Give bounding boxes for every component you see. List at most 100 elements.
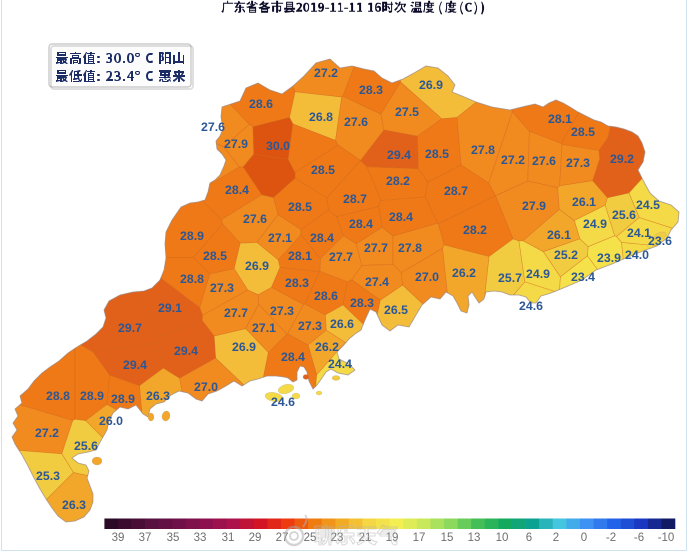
svg-text:29.4: 29.4: [387, 148, 411, 162]
svg-text:31: 31: [222, 532, 235, 544]
svg-text:35: 35: [167, 532, 180, 544]
svg-text:24.6: 24.6: [519, 299, 543, 313]
svg-text:27.1: 27.1: [252, 321, 276, 335]
svg-text:27.3: 27.3: [566, 156, 590, 170]
svg-text:28.5: 28.5: [311, 163, 335, 177]
svg-text:28.9: 28.9: [180, 229, 204, 243]
svg-text:37: 37: [139, 532, 152, 544]
svg-text:26.1: 26.1: [572, 195, 596, 209]
svg-text:28.8: 28.8: [46, 389, 70, 403]
svg-text:28.7: 28.7: [343, 192, 367, 206]
svg-text:29.2: 29.2: [610, 152, 634, 166]
svg-text:26.8: 26.8: [309, 110, 333, 124]
svg-text:30.0: 30.0: [266, 139, 290, 153]
svg-text:28.5: 28.5: [288, 200, 312, 214]
svg-text:25.3: 25.3: [36, 469, 60, 483]
svg-text:27.7: 27.7: [224, 306, 248, 320]
svg-text:29.7: 29.7: [118, 321, 142, 335]
svg-text:27.8: 27.8: [398, 241, 422, 255]
svg-text:26.2: 26.2: [315, 340, 339, 354]
svg-text:26.6: 26.6: [330, 317, 354, 331]
svg-text:25.6: 25.6: [612, 208, 636, 222]
svg-text:10: 10: [496, 532, 509, 544]
svg-text:33: 33: [194, 532, 207, 544]
svg-text:29: 29: [249, 532, 262, 544]
svg-text:25.6: 25.6: [74, 439, 98, 453]
svg-text:-2: -2: [606, 532, 616, 544]
svg-text:28.8: 28.8: [180, 272, 204, 286]
svg-text:27.4: 27.4: [365, 275, 389, 289]
svg-text:26.1: 26.1: [547, 228, 571, 242]
svg-text:23.6: 23.6: [648, 234, 672, 248]
svg-text:26.9: 26.9: [419, 78, 443, 92]
svg-text:26.9: 26.9: [232, 340, 256, 354]
svg-text:28.1: 28.1: [548, 112, 572, 126]
svg-text:6: 6: [526, 532, 532, 544]
svg-text:28.4: 28.4: [225, 183, 249, 197]
svg-text:2: 2: [553, 532, 559, 544]
svg-text:-10: -10: [658, 532, 675, 544]
svg-text:24.5: 24.5: [636, 198, 660, 212]
svg-text:27.7: 27.7: [364, 241, 388, 255]
svg-text:15: 15: [441, 532, 454, 544]
svg-text:17: 17: [413, 532, 426, 544]
svg-text:27.6: 27.6: [532, 154, 556, 168]
svg-text:29.4: 29.4: [174, 344, 198, 358]
svg-text:0: 0: [581, 532, 587, 544]
svg-text:28.3: 28.3: [359, 83, 383, 97]
svg-text:26.5: 26.5: [384, 303, 408, 317]
svg-text:25.2: 25.2: [554, 248, 578, 262]
svg-text:27.2: 27.2: [314, 66, 338, 80]
svg-text:-6: -6: [634, 532, 644, 544]
svg-text:13: 13: [468, 532, 481, 544]
svg-text:27.8: 27.8: [471, 143, 495, 157]
svg-text:28.3: 28.3: [350, 296, 374, 310]
svg-text:27.0: 27.0: [415, 270, 439, 284]
svg-text:28.4: 28.4: [389, 210, 413, 224]
svg-text:28.6: 28.6: [249, 97, 273, 111]
svg-text:24.9: 24.9: [526, 267, 550, 281]
svg-text:24.4: 24.4: [328, 357, 352, 371]
svg-text:26.3: 26.3: [146, 389, 170, 403]
svg-text:28.5: 28.5: [571, 125, 595, 139]
svg-text:26.9: 26.9: [245, 259, 269, 273]
svg-text:24.6: 24.6: [271, 395, 295, 409]
svg-text:24.1: 24.1: [627, 226, 651, 240]
svg-text:39: 39: [112, 532, 125, 544]
svg-text:27.2: 27.2: [501, 153, 525, 167]
svg-text:25: 25: [304, 532, 317, 544]
svg-text:28.6: 28.6: [314, 289, 338, 303]
svg-text:24.9: 24.9: [583, 217, 607, 231]
svg-text:28.4: 28.4: [310, 231, 334, 245]
svg-text:28.2: 28.2: [463, 223, 487, 237]
svg-text:19: 19: [386, 532, 399, 544]
svg-text:26.3: 26.3: [62, 498, 86, 512]
svg-text:26.2: 26.2: [452, 266, 476, 280]
svg-text:27.9: 27.9: [522, 199, 546, 213]
svg-text:28.2: 28.2: [386, 174, 410, 188]
svg-text:27.2: 27.2: [35, 426, 59, 440]
svg-text:27.5: 27.5: [395, 105, 419, 119]
svg-text:28.9: 28.9: [111, 392, 135, 406]
svg-text:27.9: 27.9: [224, 137, 248, 151]
svg-text:28.4: 28.4: [281, 350, 305, 364]
svg-text:28.7: 28.7: [444, 184, 468, 198]
svg-text:29.4: 29.4: [123, 358, 147, 372]
svg-text:28.4: 28.4: [349, 217, 373, 231]
svg-text:28.5: 28.5: [425, 147, 449, 161]
svg-text:28.1: 28.1: [288, 249, 312, 263]
svg-text:27.1: 27.1: [268, 231, 292, 245]
svg-text:27.7: 27.7: [329, 250, 353, 264]
svg-text:23.4: 23.4: [571, 270, 595, 284]
svg-text:28.9: 28.9: [80, 389, 104, 403]
svg-text:27.6: 27.6: [201, 120, 225, 134]
svg-text:23.9: 23.9: [597, 251, 621, 265]
svg-text:27.0: 27.0: [194, 380, 218, 394]
svg-text:26.0: 26.0: [99, 414, 123, 428]
svg-text:27.3: 27.3: [210, 281, 234, 295]
svg-text:28.5: 28.5: [203, 249, 227, 263]
svg-text:24.0: 24.0: [625, 248, 649, 262]
svg-text:25.7: 25.7: [498, 271, 522, 285]
svg-text:28.3: 28.3: [285, 276, 309, 290]
svg-text:29.1: 29.1: [158, 301, 182, 315]
